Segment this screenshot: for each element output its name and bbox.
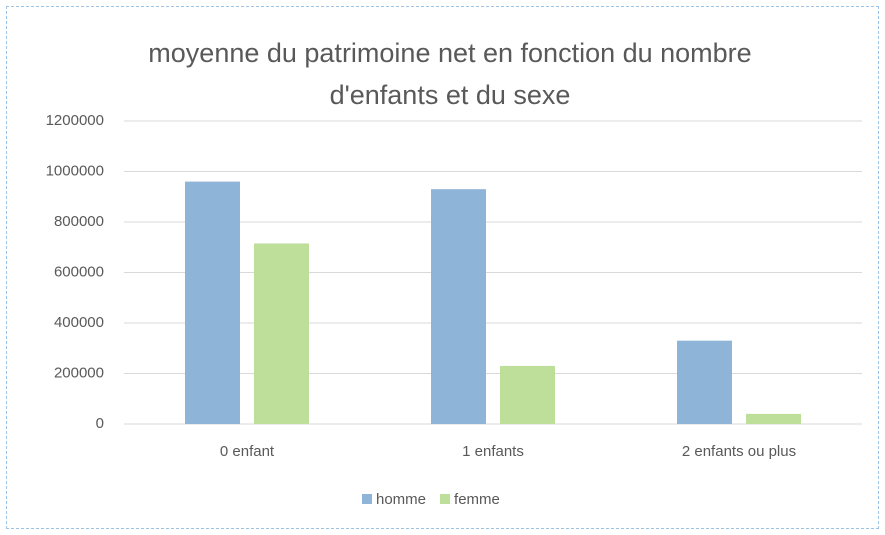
bar (746, 413, 801, 424)
legend-label: homme (376, 491, 426, 508)
y-tick-label: 1000000 (46, 162, 104, 179)
bar (185, 181, 240, 424)
bar (431, 189, 486, 424)
y-tick-label: 400000 (54, 314, 104, 331)
x-tick-label: 2 enfants ou plus (682, 443, 796, 460)
x-tick-label: 0 enfant (220, 443, 275, 460)
legend-swatch (362, 494, 372, 504)
y-tick-label: 200000 (54, 364, 104, 381)
chart-frame (6, 6, 879, 529)
y-tick-label: 800000 (54, 213, 104, 230)
y-tick-label: 600000 (54, 263, 104, 280)
y-tick-label: 1200000 (46, 112, 104, 129)
bar (500, 365, 555, 424)
bar (254, 243, 309, 424)
legend-swatch (440, 494, 451, 504)
legend-label: femme (454, 491, 500, 508)
bar (677, 340, 732, 424)
chart-title: moyenne du patrimoine net en fonction du… (148, 38, 752, 110)
x-tick-label: 1 enfants (462, 443, 524, 460)
y-tick-label: 0 (96, 415, 104, 432)
